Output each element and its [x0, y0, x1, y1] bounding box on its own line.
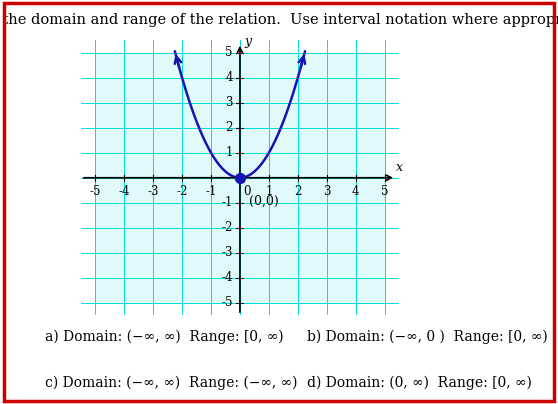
Text: -2: -2	[176, 185, 188, 198]
Text: 5: 5	[225, 46, 233, 59]
Text: -5: -5	[90, 185, 101, 198]
Text: b) Domain: (−∞, 0 )  Range: [0, ∞): b) Domain: (−∞, 0 ) Range: [0, ∞)	[307, 329, 547, 344]
Text: 4: 4	[352, 185, 359, 198]
Text: 3: 3	[323, 185, 330, 198]
Text: d) Domain: (0, ∞)  Range: [0, ∞): d) Domain: (0, ∞) Range: [0, ∞)	[307, 376, 532, 390]
Text: x: x	[396, 161, 402, 174]
Text: 1: 1	[225, 146, 233, 159]
Text: 1: 1	[265, 185, 272, 198]
Text: c) Domain: (−∞, ∞)  Range: (−∞, ∞): c) Domain: (−∞, ∞) Range: (−∞, ∞)	[45, 376, 297, 390]
Text: -3: -3	[221, 246, 233, 259]
Text: -5: -5	[221, 296, 233, 309]
Text: a) Domain: (−∞, ∞)  Range: [0, ∞): a) Domain: (−∞, ∞) Range: [0, ∞)	[45, 329, 283, 344]
Text: 2: 2	[225, 121, 233, 134]
Text: Find the domain and range of the relation.  Use interval notation where appropri: Find the domain and range of the relatio…	[0, 13, 558, 27]
Point	[235, 175, 244, 181]
Text: 5: 5	[381, 185, 388, 198]
Text: (0,0): (0,0)	[249, 195, 278, 208]
Text: 2: 2	[294, 185, 301, 198]
Text: -1: -1	[205, 185, 217, 198]
Text: -4: -4	[221, 271, 233, 284]
Text: -2: -2	[222, 221, 233, 234]
Text: -4: -4	[118, 185, 130, 198]
Text: 3: 3	[225, 96, 233, 109]
Text: 4: 4	[225, 72, 233, 84]
Text: -3: -3	[147, 185, 159, 198]
Text: 0: 0	[243, 185, 251, 198]
Text: y: y	[244, 35, 252, 48]
Text: -1: -1	[222, 196, 233, 209]
